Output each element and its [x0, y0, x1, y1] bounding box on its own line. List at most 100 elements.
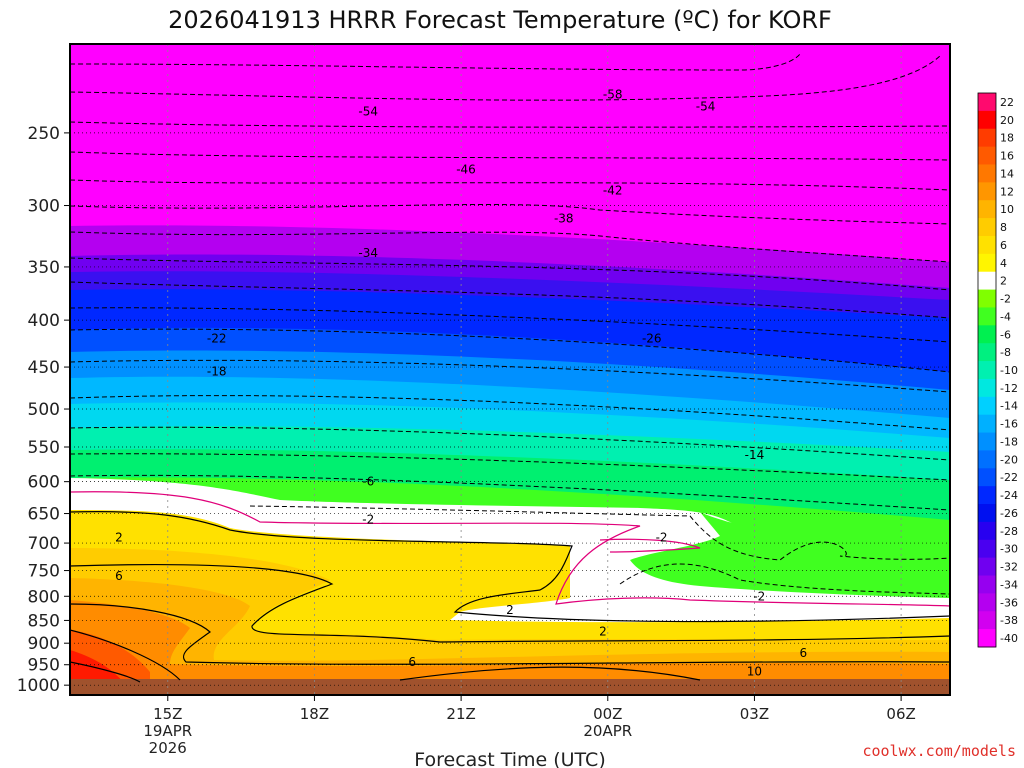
colorbar-swatch — [978, 93, 996, 112]
colorbar-label: -8 — [1000, 346, 1011, 359]
band-dark-orange — [70, 600, 950, 695]
contour-line — [70, 603, 950, 665]
colorbar-label: 18 — [1000, 132, 1014, 145]
contour-label: -34 — [358, 246, 378, 260]
colorbar-label: -38 — [1000, 614, 1018, 627]
contour-line — [70, 281, 950, 319]
x-tick-label: 06Z — [886, 705, 915, 723]
colorbar-label: -4 — [1000, 310, 1011, 323]
y-tick-label: 1000 — [17, 676, 60, 696]
colorbar-label: 4 — [1000, 257, 1007, 270]
colorbar-label: -30 — [1000, 543, 1018, 556]
colorbar-swatch — [978, 611, 996, 630]
colorbar-swatch — [978, 414, 996, 434]
contour-line — [70, 491, 950, 607]
contour-label: -14 — [745, 448, 765, 462]
contour-line — [70, 359, 950, 393]
colorbar-swatch — [978, 450, 996, 469]
y-tick-label: 300 — [28, 197, 60, 217]
y-tick-label: 650 — [28, 505, 60, 525]
colorbar-swatch — [978, 128, 996, 148]
y-tick-label: 800 — [28, 587, 60, 607]
contour-line — [70, 328, 950, 373]
credit-text: coolwx.com/models — [862, 742, 1016, 760]
contour-label: 6 — [115, 569, 123, 583]
contour-line — [249, 505, 950, 561]
colorbar-label: -24 — [1000, 489, 1018, 502]
colorbar-swatch — [978, 557, 996, 577]
contour-label: 6 — [408, 655, 416, 669]
colorbar-frame — [977, 92, 997, 648]
contour-line — [70, 179, 950, 191]
colorbar-swatch — [978, 593, 996, 612]
contour-line — [70, 55, 941, 101]
contour-lines — [70, 53, 950, 683]
y-tick-label: 550 — [28, 438, 60, 458]
contour-line — [70, 661, 141, 683]
contour-label: -26 — [642, 332, 662, 346]
colorbar-swatch — [978, 486, 996, 505]
x-tick-label: 20APR — [583, 722, 632, 740]
colorbar-swatch — [978, 378, 996, 398]
colorbar-swatch — [978, 396, 996, 416]
contour-line — [70, 231, 950, 263]
contour-line — [70, 426, 950, 461]
contour-label: 2 — [115, 530, 123, 544]
plot-area: -58-54 -54-46-42-38-34-26-22-18-14-6-2-2-… — [70, 44, 950, 695]
x-tick-label: 21Z — [446, 705, 475, 723]
colorbar-swatch — [978, 200, 996, 219]
colorbar-label: -16 — [1000, 418, 1018, 431]
contour-line — [70, 629, 181, 681]
y-tick-label: 250 — [28, 124, 60, 144]
colorbar-swatch — [978, 271, 996, 291]
contour-line — [70, 53, 801, 71]
colorbar-label: -6 — [1000, 328, 1011, 341]
y-tick-label: 400 — [28, 311, 60, 331]
contour-line — [70, 511, 950, 623]
colorbar-label: -32 — [1000, 561, 1018, 574]
x-tick-label: 15Z — [153, 705, 182, 723]
x-tick-label: 03Z — [740, 705, 769, 723]
contour-label: -18 — [207, 364, 227, 378]
x-tick-label: 2026 — [149, 739, 187, 757]
y-tick-label: 350 — [28, 258, 60, 278]
colorbar-swatch — [978, 235, 996, 255]
contour-label: -38 — [554, 212, 574, 226]
contour-line — [70, 395, 950, 431]
colorbar-label: 8 — [1000, 221, 1007, 234]
contour-label: -54 — [696, 100, 716, 114]
colorbar-label: -2 — [1000, 293, 1011, 306]
colorbar-swatch — [978, 575, 996, 594]
contour-line — [70, 121, 950, 128]
chart-title: 2026041913 HRRR Forecast Temperature (ºC… — [168, 6, 832, 34]
colorbar-label: 14 — [1000, 167, 1014, 180]
colorbar-swatch — [978, 182, 996, 201]
colorbar-label: 20 — [1000, 114, 1014, 127]
terrain-band — [70, 679, 950, 695]
contour-line — [70, 563, 950, 643]
x-axis-label: Forecast Time (UTC) — [414, 749, 605, 768]
colorbar-swatch — [978, 521, 996, 541]
colorbar-swatch — [978, 307, 996, 326]
y-tick-label: 750 — [28, 562, 60, 582]
contour-line — [70, 453, 950, 481]
y-tick-label: 500 — [28, 400, 60, 420]
colorbar-label: 10 — [1000, 203, 1014, 216]
contour-line — [70, 151, 950, 161]
colorbar-label: -20 — [1000, 453, 1018, 466]
contour-label: -58 — [603, 87, 623, 101]
colorbar-label: -36 — [1000, 596, 1018, 609]
colorbar-label: 22 — [1000, 96, 1014, 109]
colorbar-label: -40 — [1000, 632, 1018, 645]
contour-line — [399, 666, 701, 681]
colorbar-swatch — [978, 504, 996, 523]
colorbar-label: -14 — [1000, 400, 1018, 413]
contour-label: 2 — [506, 603, 514, 617]
contour-label: -54 — [358, 105, 378, 119]
contour-label: 6 — [800, 646, 808, 660]
colorbar-swatch — [978, 361, 996, 380]
colorbar-label: -28 — [1000, 525, 1018, 538]
colorbar-swatch — [978, 629, 996, 648]
